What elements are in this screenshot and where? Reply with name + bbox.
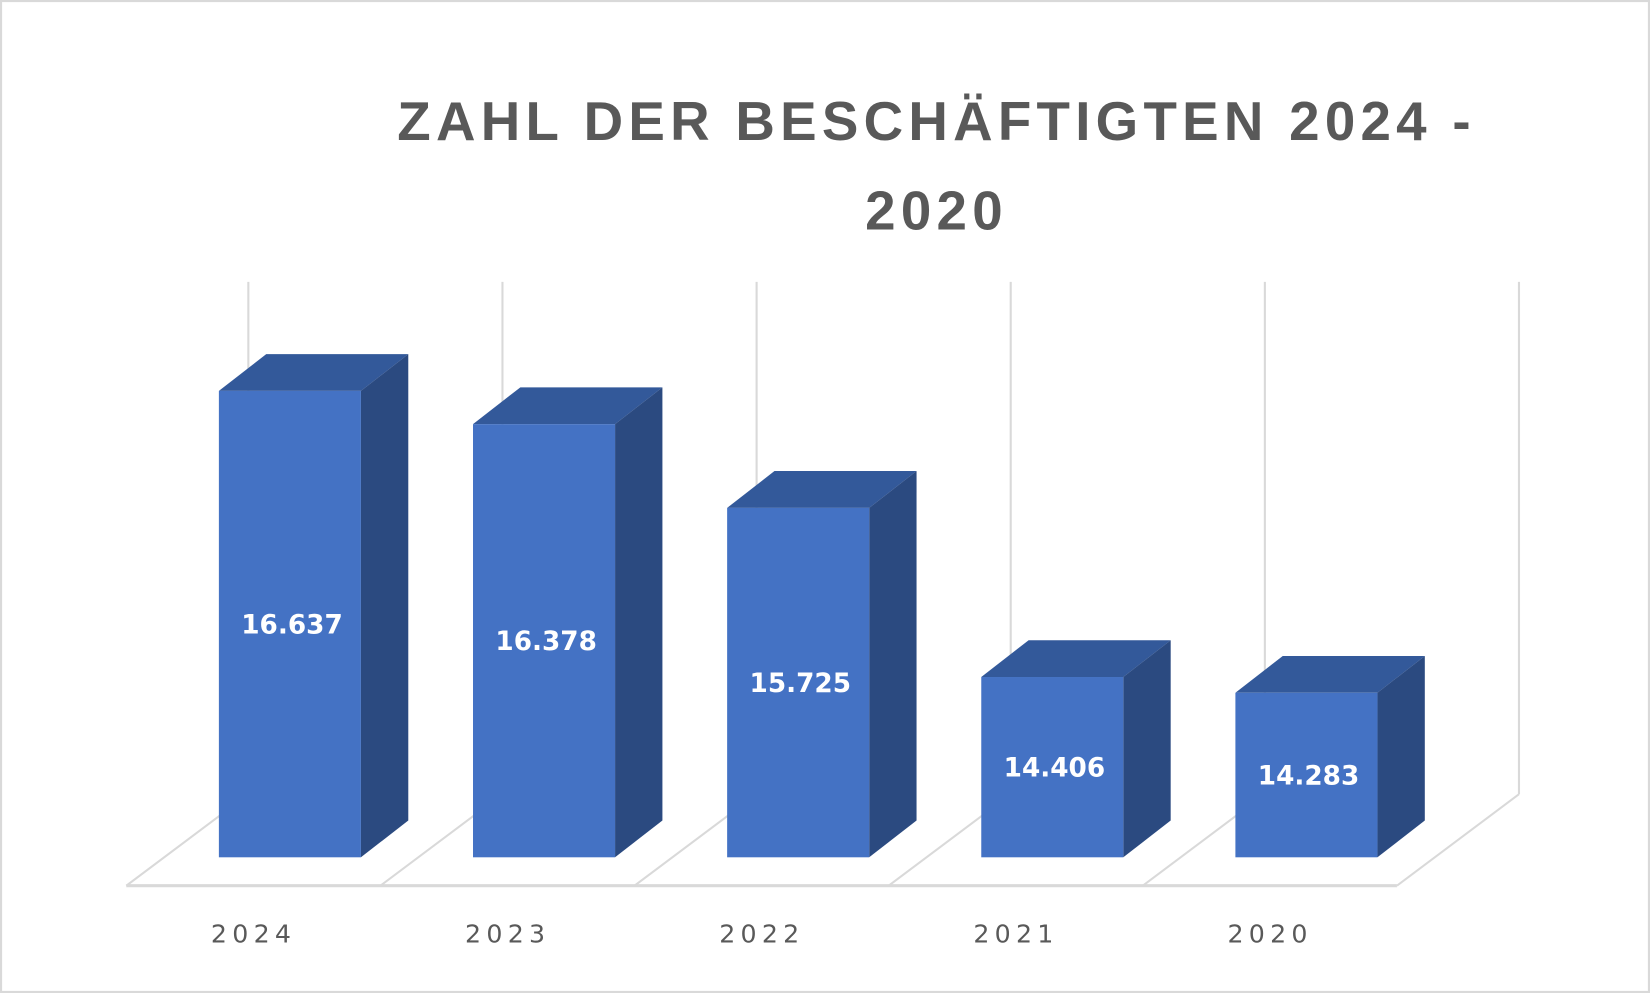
chart-title-line-1: ZAHL DER BESCHÄFTIGTEN 2024 - [397, 90, 1476, 152]
bar-2020 [1235, 692, 1378, 858]
bar-side-2024 [360, 354, 409, 858]
category-label-2022: 2022 [719, 920, 804, 949]
category-label-2024: 2024 [211, 920, 296, 949]
data-label-2024: 16.637 [241, 611, 343, 641]
bar-2022 [727, 507, 870, 858]
bar-side-2020 [1377, 655, 1425, 858]
data-label-2023: 16.378 [495, 627, 597, 657]
data-label-2021: 14.406 [1004, 754, 1106, 784]
bar-side-2022 [869, 471, 917, 858]
category-labels: 2024 2023 2022 2021 2020 [211, 920, 1312, 949]
bar-side-2023 [615, 387, 663, 858]
data-label-2022: 15.725 [750, 669, 852, 699]
bar-2021 [981, 677, 1124, 858]
bar-top-2022 [727, 471, 917, 508]
category-label-2021: 2021 [973, 920, 1058, 949]
floor-divider [1396, 793, 1520, 887]
bar-top-2023 [473, 387, 663, 425]
bar-2024 [218, 390, 361, 858]
bar-2023 [473, 424, 616, 858]
bar-top-2024 [218, 354, 409, 391]
chart-title-line-2: 2020 [865, 179, 1008, 241]
bar-top-2021 [981, 640, 1171, 678]
bar-top-2020 [1235, 655, 1425, 693]
bars: 16.637 16.378 15.725 14.406 14.283 [218, 354, 1425, 858]
category-label-2020: 2020 [1227, 920, 1312, 949]
category-label-2023: 2023 [465, 920, 550, 949]
bar-side-2021 [1123, 640, 1171, 858]
data-label-2020: 14.283 [1258, 762, 1360, 792]
